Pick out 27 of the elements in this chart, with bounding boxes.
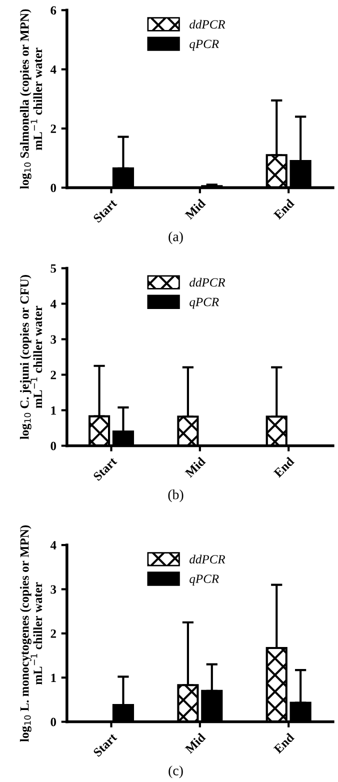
y-tick-label: 3 [50,335,56,344]
y-tick-label: 1 [51,674,56,682]
y-tick-label: 4 [50,65,56,74]
legend-label: ddPCR [190,20,226,29]
y-tick-label: 3 [50,585,56,594]
y-tick-label: 0 [50,442,56,450]
y-tick-label: 2 [50,629,56,638]
text: (b) [168,490,184,502]
text: (a) [168,231,183,244]
y-tick-label: 0 [50,184,56,192]
y-tick-label: 6 [50,6,56,15]
y-axis-title: log$_{10}$ L. monocytogenes (copies or MPN) mL$^{−1}$ chiller water [20,525,42,742]
text: (c) [168,766,183,778]
legend-label: ddPCR [190,554,226,564]
legend-label: qPCR [190,298,219,309]
legend-label: ddPCR [190,278,226,287]
y-tick-label: 0 [50,718,56,726]
legend-label: qPCR [190,574,219,586]
y-tick-label: 2 [50,370,56,380]
y-tick-label: 4 [50,300,56,308]
legend-label: qPCR [190,40,219,51]
y-tick-label: 1 [51,406,56,415]
y-tick-label: 4 [50,541,56,550]
y-axis-title: log$_{10}$ C. jejuni (copies or CFU) mL$^{−1}$ chiller water [20,275,42,440]
y-tick-label: 5 [50,264,56,273]
y-axis-title: log$_{10}$ Salmonella (copies or MPN) mL$^{−1}$ chiller water [20,9,42,189]
y-tick-label: 2 [50,124,56,133]
